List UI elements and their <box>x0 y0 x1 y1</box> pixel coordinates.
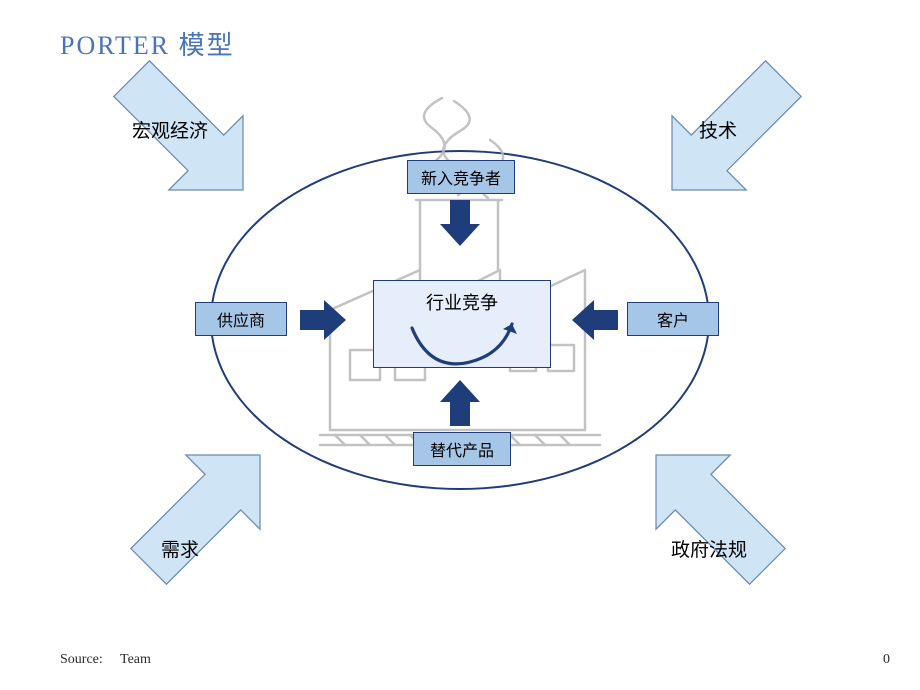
arrow-demand <box>112 418 298 604</box>
label-macro-economy: 宏观经济 <box>132 116 208 143</box>
box-customers-label: 客户 <box>657 307 689 331</box>
label-regulation: 政府法规 <box>671 535 747 562</box>
footer-source-value: Team <box>120 652 151 667</box>
box-substitutes-label: 替代产品 <box>430 437 494 461</box>
arrow-regulation <box>619 418 805 604</box>
box-new-entrants: 新入竞争者 <box>407 160 515 194</box>
label-demand: 需求 <box>161 535 199 562</box>
center-box: 行业竞争 <box>373 280 551 368</box>
box-new-entrants-label: 新入竞争者 <box>421 165 501 189</box>
box-suppliers-label: 供应商 <box>217 307 265 331</box>
footer-source: Source: Team <box>60 652 151 668</box>
footer-page-number: 0 <box>883 652 890 668</box>
label-technology: 技术 <box>699 116 737 143</box>
box-suppliers: 供应商 <box>195 302 287 336</box>
footer-source-label: Source: <box>60 652 103 667</box>
center-box-label: 行业竞争 <box>426 289 498 315</box>
box-substitutes: 替代产品 <box>413 432 511 466</box>
box-customers: 客户 <box>627 302 719 336</box>
page-title: PORTER 模型 <box>60 25 235 62</box>
